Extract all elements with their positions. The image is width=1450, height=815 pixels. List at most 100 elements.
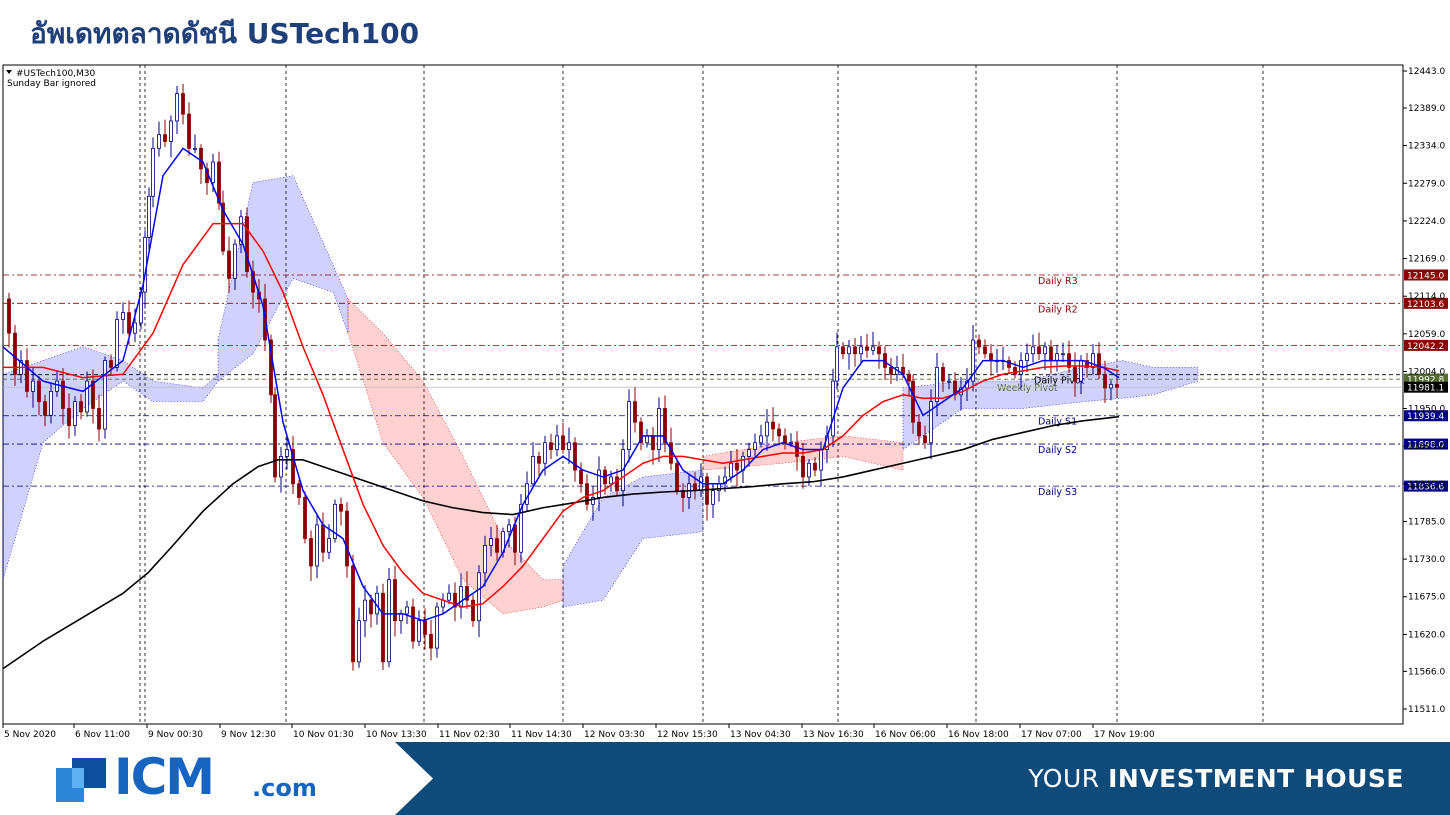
candle-body [157,134,161,149]
y-tick-label: 12169.0 [1408,255,1445,265]
candle-body [187,113,191,149]
candle-body [1097,353,1101,375]
x-tick-label: 12 Nov 03:30 [584,730,645,740]
candle-body [1109,384,1113,389]
candle-body [877,346,881,355]
candle-body [1085,360,1089,368]
candle-body [865,346,869,351]
candle-body [121,312,125,320]
price-tag-label: 12103.6 [1407,300,1444,310]
candle-body [175,93,179,122]
candle-body [351,565,355,663]
candle-body [639,421,643,444]
candle-body [651,435,655,450]
level-label: Daily Pivot [1034,376,1085,387]
cloud-band-bull [2,346,219,580]
x-tick-label: 9 Nov 12:30 [221,730,276,740]
level-label: Daily R2 [1038,304,1078,315]
candle-body [31,380,35,392]
candle-body [169,120,173,142]
candle-body [507,524,511,533]
candle-body [813,462,817,471]
candle-body [55,380,59,392]
y-tick-label: 11566.0 [1408,667,1445,677]
candle-body [405,606,409,615]
candle-body [399,613,403,622]
candle-body [645,435,649,444]
candle-body [573,442,577,471]
candle-body [1061,353,1065,356]
level-label: Daily S3 [1038,487,1077,498]
candle-body [339,503,343,512]
price-tag [1404,373,1448,385]
cloud-band-bull [562,469,704,608]
candle-body [911,380,915,423]
y-tick-label: 12334.0 [1408,142,1445,152]
slogan-bold: INVESTMENT HOUSE [1108,764,1404,793]
candle-body [711,490,715,505]
candle-body [801,456,805,478]
y-tick-label: 11511.0 [1408,705,1445,715]
price-tag-label: 12042.2 [1407,342,1444,352]
candle-body [227,250,231,279]
x-tick-label: 10 Nov 01:30 [293,730,354,740]
candle-body [97,408,101,430]
x-tick-label: 11 Nov 14:30 [511,730,572,740]
x-tick-label: 6 Nov 11:00 [75,730,130,740]
candle-body [633,401,637,423]
candle-body [841,346,845,355]
candle-body [151,147,155,197]
candle-body [519,503,523,553]
cloud-band-bear [347,298,564,615]
candle-body [669,442,673,464]
candle-body [537,456,541,464]
candle-body [387,579,391,663]
collapse-arrow-icon[interactable] [6,70,12,74]
y-tick-label: 11785.0 [1408,517,1445,527]
pivot-levels: Daily R3 12145.0 Daily R2 12103.6 12042.2 Dai… [3,269,1448,498]
y-tick-label: 11895.0 [1408,442,1445,452]
candle-body [525,483,529,505]
candle-body [1079,360,1083,382]
candle-body [807,462,811,478]
y-tick-label: 12059.0 [1408,330,1445,340]
candle-body [1031,346,1035,355]
chart-note: Sunday Bar ignored [7,79,96,89]
x-tick-label: 11 Nov 02:30 [439,730,500,740]
candle-body [1025,353,1029,361]
grid-layer [139,65,1264,724]
candle-body [423,620,427,635]
candle-body [217,161,221,204]
price-tag-label: 11939.4 [1407,412,1444,422]
candle-body [453,592,457,608]
candle-body [103,360,107,430]
icm-logo[interactable]: ICM .com [56,748,317,806]
y-tick-label: 12443.0 [1408,67,1445,77]
candle-body [705,476,709,505]
candle-body [79,401,83,413]
y-tick-label: 11730.0 [1408,555,1445,565]
x-tick-label: 13 Nov 04:30 [730,730,791,740]
candle-body [327,538,331,553]
price-tag [1404,381,1448,393]
candle-body [489,538,493,546]
candle-body [585,483,589,505]
candle-body [1049,346,1053,361]
candle-body [245,216,249,272]
candle-body [483,544,487,574]
price-tag-label: 12145.0 [1407,271,1444,281]
price-tag-label: 11898.0 [1407,441,1444,451]
cloud-band-bull [217,175,349,382]
price-tag [1404,438,1448,450]
x-tick-label: 13 Nov 16:30 [803,730,864,740]
candle-body [211,161,215,183]
candle-body [591,497,595,505]
candle-body [221,202,225,252]
candle-body [1073,367,1077,382]
candle-body [1115,384,1119,388]
candle-body [771,421,775,430]
price-tag-label: 11981.1 [1407,384,1444,394]
candle-body [61,380,65,409]
candle-body [459,586,463,608]
candle-body [567,442,571,450]
